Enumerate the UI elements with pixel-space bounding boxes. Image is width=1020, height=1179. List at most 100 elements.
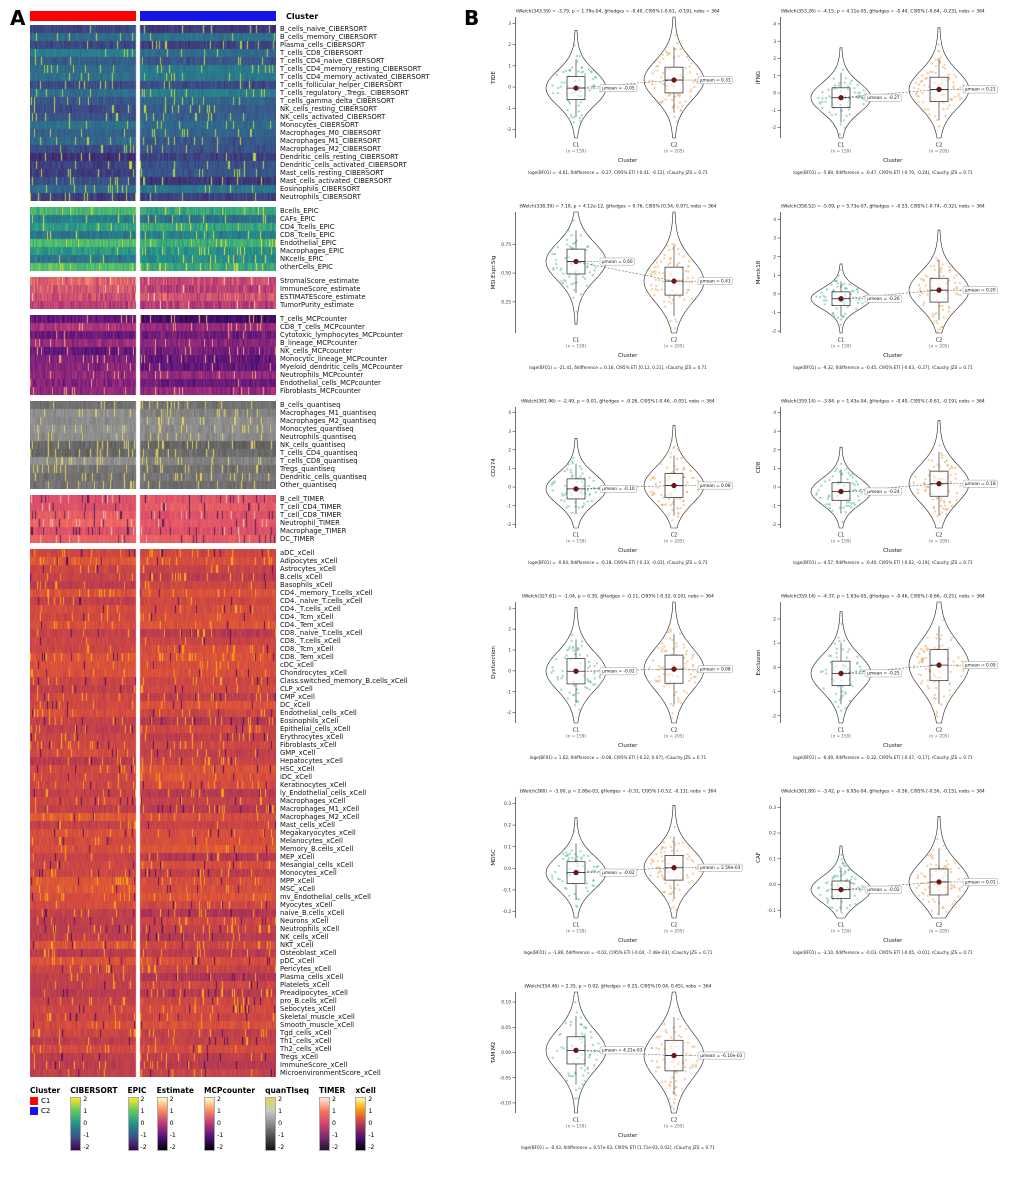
heatmap-row-label: MSC_xCell [280,885,316,893]
heatmap-row-label: B_cells_quantiseq [280,401,341,409]
y-tick-label: 1 [773,73,776,79]
heatmap-row-label: ESTIMATEScore_estimate [280,293,366,301]
mean-label-C1: μmean = -0.27 [867,95,900,101]
legend-tick: 1 [169,1107,174,1115]
y-tick-label: -2 [507,710,512,716]
mean-dot-C2 [936,86,942,93]
y-tick-label: -0.1 [502,888,511,894]
bayes-caption: loge(BF01) = -9.32, δdifference = -0.45,… [793,365,973,370]
heatmap-row-label: Pericytes_xCell [280,965,331,973]
violin-svg-IFNG: tWelch(353.26) = -4.15, p = 4.11e-05, ĝH… [756,8,998,175]
legend-tick: 1 [140,1107,145,1115]
panel-b-label: B [464,6,480,30]
mean-label-box-C1 [864,885,903,894]
legend-cluster-label: C2 [41,1107,51,1115]
y-tick-label: 0 [773,665,776,671]
legend-scale-title: EPIC [127,1086,147,1095]
heatmap-row-label: CD4._naive_T.cells_xCell [280,597,363,605]
legend-tick: 0 [216,1119,221,1127]
panel-a-body: Cluster B_cells_naive_CIBERSORT B_cells_m… [30,10,458,1151]
violin-outline-C1 [545,211,607,325]
stats-title: tWelch(354.46) = 2.35, p = 0.02, ĝHedges… [525,983,712,990]
heatmap-row-label: Macrophages_M0_CIBERSORT [280,129,381,137]
x-tick-C1: C1 [838,338,845,344]
heatmap-row-label: Macrophages_M2_xCell [280,813,360,821]
heatmap-row-label: NK_cells_activated_CIBERSORT [280,113,386,121]
heatmap-row-label: CD4._Tem_xCell [280,621,334,629]
legend-tick: -2 [368,1143,375,1151]
heatmap-row-label: StromalScore_estimate [280,277,359,285]
mean-label-C1: μmean = -0.05 [602,85,635,91]
x-tick-n-C1: (n = 159) [566,1124,586,1129]
y-tick-label: 0.00 [501,1050,511,1056]
legend-tick: -2 [140,1143,147,1151]
x-tick-n-C1: (n = 159) [566,149,586,154]
mean-dot-C2 [671,482,677,489]
y-axis-label: Exclusion [756,649,762,675]
heatmap-row-label: Monocytic_lineage_MCPcounter [280,355,388,363]
x-tick-n-C2: (n = 205) [929,929,949,934]
heatmap-row-label: T_cells_gamma_delta_CIBERSORT [280,97,395,105]
mean-dot-C1 [838,488,844,495]
heatmap-matrix-CIBERSORT [30,25,276,201]
x-axis-label: Cluster [618,1133,638,1139]
y-tick-label: 4 [773,410,776,416]
y-tick-label: -2 [772,329,777,335]
heatmap-matrix-MCPcounter [30,315,276,395]
heatmap-row-label: MPP_xCell [280,877,315,885]
heatmap-row-label: Astrocytes_xCell [280,565,336,573]
heatmap-row-label: CD8._Tem_xCell [280,653,334,661]
x-tick-n-C2: (n = 205) [664,1124,684,1129]
mean-dot-C2 [936,662,942,668]
violin-outline-C1 [545,438,607,529]
stats-title: tWelch(360) = -3.00, p = 2.88e-03, ĝHedg… [520,788,717,795]
violin-svg-Merck18: tWelch(358.52) = -5.09, p = 5.73e-07, ĝH… [756,203,998,370]
stats-title: tWelch(359.14) = -4.37, p = 1.63e-05, ĝH… [781,593,985,600]
legend-tick: 0 [140,1119,145,1127]
legend-scale-EPIC: EPIC 2 1 0 -1 -2 [127,1086,147,1151]
x-tick-C1: C1 [573,533,580,539]
legend-tick: -1 [278,1131,285,1139]
heatmap-row-labels-quantiseq: B_cells_quantiseq Macrophages_M1_quantise… [280,401,376,489]
mean-label-box-C2 [697,863,743,872]
y-tick-label: 0.1 [769,856,776,862]
heatmap-blocks: B_cells_naive_CIBERSORT B_cells_memory_CI… [30,25,458,1077]
heatmap-row-labels-Estimate: StromalScore_estimate ImmuneScore_estimat… [280,277,366,309]
y-tick-label: 0 [508,668,511,674]
heatmap-row-label: Cytotoxic_lymphocytes_MCPcounter [280,331,403,339]
x-tick-C2: C2 [936,923,943,929]
x-tick-n-C2: (n = 205) [929,344,949,349]
y-tick-label: 1 [508,63,511,69]
x-axis-label: Cluster [618,743,638,749]
x-tick-n-C2: (n = 205) [929,734,949,739]
stats-title: tWelch(327.61) = -1.04, p = 0.30, ĝHedge… [522,593,714,600]
x-tick-C2: C2 [671,533,678,539]
x-tick-n-C2: (n = 205) [929,149,949,154]
x-tick-n-C1: (n = 159) [566,344,586,349]
y-tick-label: 1 [508,648,511,654]
legend-swatch-C1 [30,1097,38,1105]
x-axis-label: Cluster [883,938,903,944]
jitter-points-C1 [551,822,600,908]
violin-outline-C1 [810,47,872,139]
mean-dot-C2 [671,865,677,871]
y-axis-label: CAF [756,852,762,863]
heatmap-row-label: GMP_xCell [280,749,316,757]
mean-label-box-C2 [697,665,733,674]
mean-connector-line [840,881,940,890]
mean-label-box-C1 [599,1046,645,1055]
y-tick-label: 0.1 [504,844,511,850]
mean-label-box-C1 [864,93,903,102]
legend-tick: -2 [332,1143,339,1151]
mean-dot-C1 [573,486,579,492]
legend-tick: -1 [83,1131,90,1139]
heatmap-row-label: T_cells_CD4_memory_resting_CIBERSORT [280,65,422,73]
x-tick-n-C1: (n = 159) [831,929,851,934]
y-tick-label: 0.3 [769,805,776,811]
violin-outline-C1 [545,607,607,724]
heatmap-row-label: NK_cells_resting_CIBERSORT [280,105,377,113]
legend-tick: -2 [216,1143,224,1151]
legend-gradient-bar [203,1097,215,1151]
violin-outline-C2 [908,601,970,724]
heatmap-row-label: pro_B.cells_xCell [280,997,337,1005]
